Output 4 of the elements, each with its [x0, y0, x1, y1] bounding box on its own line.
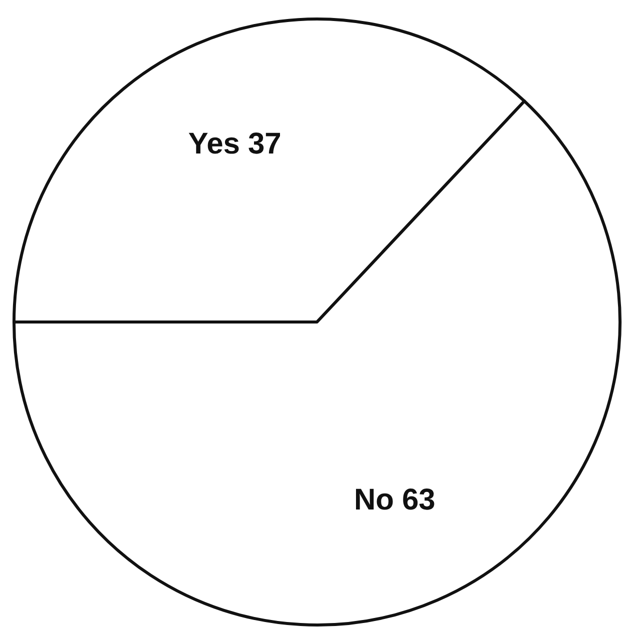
data-label: 63 — [402, 483, 436, 516]
data-label: 37 — [248, 128, 282, 161]
slice-label: Yes — [188, 128, 240, 161]
slice-label: No — [354, 483, 394, 516]
